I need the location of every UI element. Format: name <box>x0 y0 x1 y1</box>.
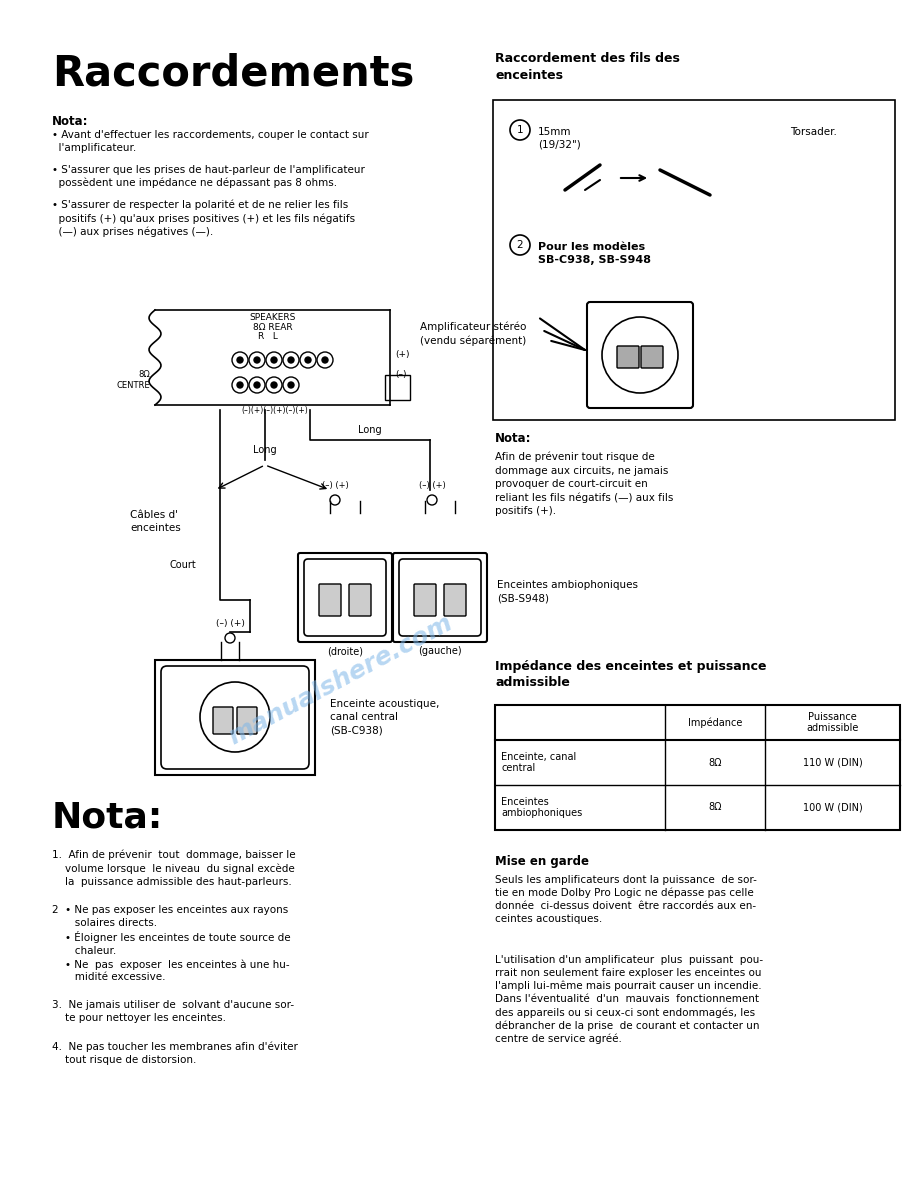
FancyBboxPatch shape <box>399 560 481 636</box>
Text: 1: 1 <box>517 125 523 135</box>
Text: Torsader.: Torsader. <box>790 127 837 137</box>
Text: Long: Long <box>358 425 382 435</box>
Text: Enceintes ambiophoniques
(SB-S948): Enceintes ambiophoniques (SB-S948) <box>497 581 638 604</box>
FancyBboxPatch shape <box>587 302 693 407</box>
Text: 8Ω: 8Ω <box>709 803 722 813</box>
Circle shape <box>271 383 277 388</box>
FancyBboxPatch shape <box>393 552 487 642</box>
Text: 2  • Ne pas exposer les enceintes aux rayons
       solaires directs.
    • Éloi: 2 • Ne pas exposer les enceintes aux ray… <box>52 905 291 982</box>
Text: SPEAKERS
8Ω REAR: SPEAKERS 8Ω REAR <box>250 312 296 333</box>
Text: 110 W (DIN): 110 W (DIN) <box>802 758 862 767</box>
FancyBboxPatch shape <box>641 346 663 368</box>
Text: 100 W (DIN): 100 W (DIN) <box>802 803 862 813</box>
Circle shape <box>288 358 294 364</box>
Circle shape <box>237 383 243 388</box>
Text: Long: Long <box>253 446 277 455</box>
Circle shape <box>322 358 328 364</box>
Text: 4.  Ne pas toucher les membranes afin d'éviter
    tout risque de distorsion.: 4. Ne pas toucher les membranes afin d'é… <box>52 1042 297 1066</box>
FancyBboxPatch shape <box>349 584 371 617</box>
Bar <box>493 100 895 421</box>
Text: Impédance des enceintes et puissance
admissible: Impédance des enceintes et puissance adm… <box>495 661 767 689</box>
Circle shape <box>254 358 260 364</box>
Text: 3.  Ne jamais utiliser de  solvant d'aucune sor-
    te pour nettoyer les encein: 3. Ne jamais utiliser de solvant d'aucun… <box>52 1000 294 1023</box>
Text: Nota:: Nota: <box>52 115 88 128</box>
FancyBboxPatch shape <box>237 707 257 734</box>
Text: L'utilisation d'un amplificateur  plus  puissant  pou-
rrait non seulement faire: L'utilisation d'un amplificateur plus pu… <box>495 955 763 1044</box>
Text: R   L: R L <box>258 331 277 341</box>
Bar <box>155 661 315 775</box>
FancyBboxPatch shape <box>617 346 639 368</box>
FancyBboxPatch shape <box>298 552 392 642</box>
Text: (–) (+): (–) (+) <box>321 481 348 489</box>
Text: Raccordement des fils des
enceintes: Raccordement des fils des enceintes <box>495 52 680 82</box>
Text: (droite): (droite) <box>327 646 363 656</box>
FancyBboxPatch shape <box>213 707 233 734</box>
Text: (–) (+): (–) (+) <box>419 481 445 489</box>
Bar <box>385 375 410 400</box>
Text: Nota:: Nota: <box>52 800 163 834</box>
Text: Enceinte acoustique,
canal central
(SB-C938): Enceinte acoustique, canal central (SB-C… <box>330 699 440 735</box>
Text: Afin de prévenir tout risque de
dommage aux circuits, ne jamais
provoquer de cou: Afin de prévenir tout risque de dommage … <box>495 451 674 516</box>
Text: Impédance: Impédance <box>688 718 742 728</box>
Text: 15mm
(19/32"): 15mm (19/32") <box>538 127 581 150</box>
FancyBboxPatch shape <box>319 584 341 617</box>
Text: manualshere.com: manualshere.com <box>224 611 456 750</box>
Text: (–)(+)(–)(+)(–)(+): (–)(+)(–)(+)(–)(+) <box>241 406 308 415</box>
FancyBboxPatch shape <box>161 666 309 769</box>
Text: Amplificateur stéréo
(vendu séparément): Amplificateur stéréo (vendu séparément) <box>420 322 526 347</box>
Text: 8Ω: 8Ω <box>709 758 722 767</box>
FancyBboxPatch shape <box>444 584 466 617</box>
Text: Câbles d'
enceintes: Câbles d' enceintes <box>130 510 181 533</box>
Text: Nota:: Nota: <box>495 432 532 446</box>
Circle shape <box>271 358 277 364</box>
Text: (–) (+): (–) (+) <box>216 619 244 628</box>
Circle shape <box>254 383 260 388</box>
Text: • Avant d'effectuer les raccordements, couper le contact sur
  l'amplificateur.: • Avant d'effectuer les raccordements, c… <box>52 129 369 153</box>
Text: (gauche): (gauche) <box>419 646 462 656</box>
Text: Seuls les amplificateurs dont la puissance  de sor-
tie en mode Dolby Pro Logic : Seuls les amplificateurs dont la puissan… <box>495 876 756 924</box>
Text: • S'assurer de respecter la polarité et de ne relier les fils
  positifs (+) qu': • S'assurer de respecter la polarité et … <box>52 200 355 238</box>
Bar <box>495 704 900 830</box>
Text: (+): (+) <box>395 350 409 360</box>
FancyBboxPatch shape <box>414 584 436 617</box>
Text: 1.  Afin de prévenir  tout  dommage, baisser le
    volume lorsque  le niveau  d: 1. Afin de prévenir tout dommage, baisse… <box>52 849 296 886</box>
Text: 2: 2 <box>517 240 523 249</box>
Circle shape <box>288 383 294 388</box>
Text: • S'assurer que les prises de haut-parleur de l'amplificateur
  possèdent une im: • S'assurer que les prises de haut-parle… <box>52 165 364 189</box>
Text: Mise en garde: Mise en garde <box>495 855 589 868</box>
FancyBboxPatch shape <box>304 560 386 636</box>
Text: Pour les modèles
SB-C938, SB-S948: Pour les modèles SB-C938, SB-S948 <box>538 242 651 265</box>
Text: Enceintes
ambiophoniques: Enceintes ambiophoniques <box>501 797 582 819</box>
Text: 8Ω
CENTRE: 8Ω CENTRE <box>117 371 150 390</box>
Text: Raccordements: Raccordements <box>52 52 414 94</box>
Text: Puissance
admissible: Puissance admissible <box>806 712 858 733</box>
Text: Enceinte, canal
central: Enceinte, canal central <box>501 752 577 773</box>
Circle shape <box>237 358 243 364</box>
Circle shape <box>305 358 311 364</box>
Text: (–): (–) <box>395 371 407 379</box>
Text: Court: Court <box>170 560 196 570</box>
